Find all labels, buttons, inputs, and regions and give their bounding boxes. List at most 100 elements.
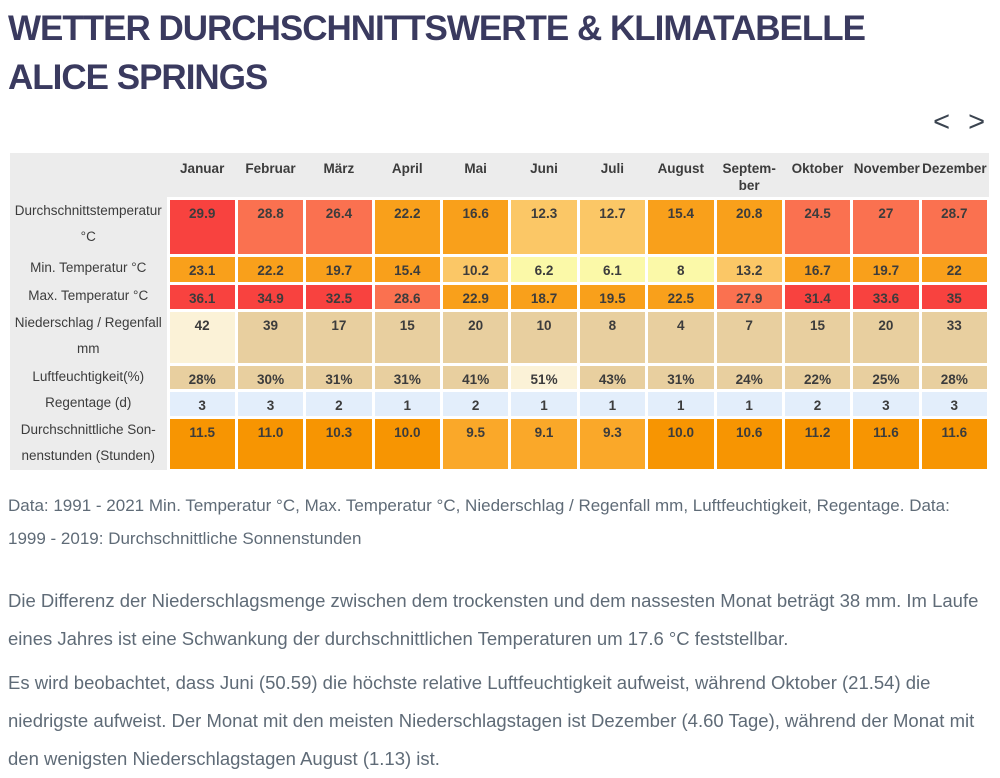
month-header: August [646,153,715,198]
value-cell: 13.2 [713,253,785,285]
value-cell: 8 [576,308,649,366]
value-cell: 6.2 [508,253,580,285]
value-cell: 22.2 [371,196,444,257]
value-cell: 11.6 [850,415,922,472]
value-cell: 6.1 [576,253,649,285]
value-cell: 16.7 [781,253,854,285]
value-cell: 15 [781,308,854,366]
value-cell: 11.6 [918,415,991,472]
value-cell: 17 [303,308,375,366]
value-cell: 20.8 [713,196,785,257]
value-cell: 15.4 [645,196,717,257]
value-cell: 42 [166,308,238,366]
value-cell: 31% [645,362,717,392]
value-cell: 3 [166,388,238,419]
value-cell: 8 [645,253,717,285]
value-cell: 24% [713,362,785,392]
value-cell: 10.0 [371,415,444,472]
table-row: Regentage (d) 3 3 2 1 2 1 1 1 1 2 3 3 [10,388,991,419]
value-cell: 11.0 [234,415,307,472]
value-cell: 2 [439,388,512,419]
value-cell: 22.5 [645,281,717,312]
value-cell: 39 [234,308,307,366]
corner-cell [10,153,168,198]
months-header-row: Januar Februar März April Mai Juni Juli August S… [10,153,989,198]
table-row: Niederschlag / Regenfall mm 42 39 17 15 20 10 8… [10,308,991,366]
month-header: Dezember [920,153,989,198]
data-source-note: Data: 1991 - 2021 Min. Temperatur °C, Ma… [8,495,950,548]
value-cell: 10.6 [713,415,785,472]
value-cell: 20 [850,308,922,366]
chevron-left-icon[interactable]: < [933,106,950,138]
value-cell: 23.1 [166,253,238,285]
value-cell: 20 [439,308,512,366]
value-cell: 28.8 [234,196,307,257]
value-cell: 15 [371,308,444,366]
month-header: Februar [236,153,305,198]
value-cell: 31.4 [781,281,854,312]
month-header: Juni [509,153,579,198]
climate-table: Januar Februar März April Mai Juni Juli August S… [10,153,991,472]
value-cell: 11.2 [781,415,854,472]
value-cell: 7 [713,308,785,366]
row-label: Durchschnittstemperatur °C [10,198,168,255]
value-cell: 2 [303,388,375,419]
month-header: Mai [441,153,510,198]
value-cell: 3 [234,388,307,419]
row-label: Max. Temperatur °C [10,283,168,310]
table-row: Max. Temperatur °C 36.1 34.9 32.5 28.6 22.9 18… [10,281,991,312]
value-cell: 31% [303,362,375,392]
page-title-line2: ALICE SPRINGS [8,58,268,97]
table-row: Durchschnittliche Son­nenstunden (Stunde… [10,415,991,472]
table-row: Min. Temperatur °C 23.1 22.2 19.7 15.4 10.2 6.… [10,253,991,285]
value-cell: 9.5 [439,415,512,472]
value-cell: 4 [645,308,717,366]
month-header: März [304,153,374,198]
value-cell: 1 [713,388,785,419]
value-cell: 30% [234,362,307,392]
value-cell: 12.3 [508,196,580,257]
value-cell: 3 [850,388,922,419]
humidity-summary-paragraph: Es wird beobachtet, dass Juni (50.59) di… [8,671,975,769]
value-cell: 51% [508,362,580,392]
value-cell: 27.9 [713,281,785,312]
value-cell: 33.6 [850,281,922,312]
value-cell: 28.6 [371,281,444,312]
value-cell: 11.5 [166,415,238,472]
value-cell: 2 [781,388,854,419]
value-cell: 10 [508,308,580,366]
value-cell: 26.4 [303,196,375,257]
value-cell: 22.9 [439,281,512,312]
value-cell: 1 [645,388,717,419]
row-label: Min. Temperatur °C [10,255,168,283]
value-cell: 34.9 [234,281,307,312]
value-cell: 15.4 [371,253,444,285]
table-pager: < > [0,102,1000,146]
page-title: WETTER DURCHSCHNITTSWERTE & KLIMATABELLE… [8,4,1000,102]
month-header: Septem­ber [715,153,784,198]
value-cell: 1 [508,388,580,419]
value-cell: 19.7 [303,253,375,285]
value-cell: 22.2 [234,253,307,285]
value-cell: 9.3 [576,415,649,472]
value-cell: 22 [918,253,991,285]
row-label: Niederschlag / Regenfall mm [10,310,168,364]
month-header: Januar [168,153,237,198]
value-cell: 10.0 [645,415,717,472]
value-cell: 27 [850,196,922,257]
value-cell: 28% [918,362,991,392]
month-header: November [851,153,921,198]
table-row: Durchschnittstemperatur °C 29.9 28.8 26.4 22… [10,196,991,257]
value-cell: 31% [371,362,444,392]
chevron-right-icon[interactable]: > [968,106,985,138]
month-header: April [373,153,442,198]
value-cell: 41% [439,362,512,392]
precipitation-summary-paragraph: Die Differenz der Niederschlagsmenge zwi… [8,589,979,649]
value-cell: 24.5 [781,196,854,257]
table-row: Luftfeuchtigkeit(%) 28% 30% 31% 31% 41% 51% 43%… [10,362,991,392]
value-cell: 1 [576,388,649,419]
value-cell: 29.9 [166,196,238,257]
value-cell: 19.5 [576,281,649,312]
value-cell: 25% [850,362,922,392]
value-cell: 3 [918,388,991,419]
